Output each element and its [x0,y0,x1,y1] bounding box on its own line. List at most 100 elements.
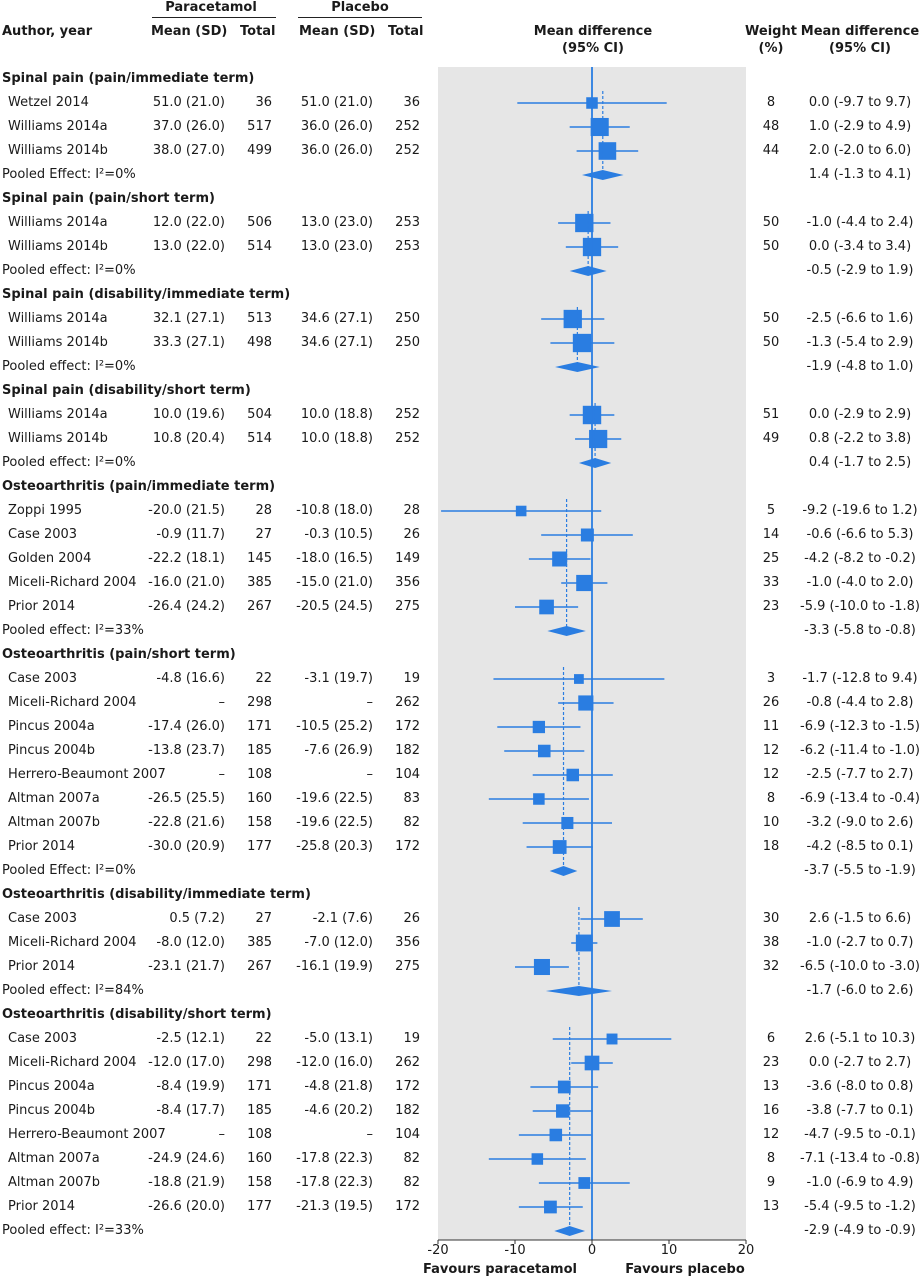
placebo-mean-sd: 36.0 (26.0) [300,119,373,134]
study-author: Golden 2004 [8,551,92,566]
study-weight: 50 [762,239,780,254]
study-ci-text: -3.8 (-7.7 to 0.1) [806,1103,914,1118]
study-weight: 33 [762,575,780,590]
study-weight: 16 [762,1103,780,1118]
mean-difference-ci-header: (95% CI) [562,41,624,56]
placebo-total: 252 [395,143,420,158]
placebo-mean-sd: -25.8 (20.3) [296,839,373,854]
placebo-mean-sd: -21.3 (19.5) [296,1199,373,1214]
placebo-total: 104 [395,1127,420,1142]
section-title: Spinal pain (disability/short term) [2,383,251,398]
paracetamol-mean-sd: 32.1 (27.1) [152,311,225,326]
paracetamol-mean-sd: 37.0 (26.0) [152,119,225,134]
paracetamol-mean-sd: – [218,695,226,710]
study-weight: 13 [762,1079,780,1094]
pooled-ci-text: -2.9 (-4.9 to -0.9) [804,1223,916,1238]
study-author: Williams 2014a [8,215,108,230]
placebo-total: 275 [395,959,420,974]
placebo-total: 262 [395,1055,420,1070]
paracetamol-total: 517 [247,119,272,134]
mean-difference-text-ci-header: (95% CI) [829,41,891,56]
paracetamol-total: 177 [247,1199,272,1214]
placebo-mean-sd: -20.5 (24.5) [296,599,373,614]
study-weight: 49 [762,431,780,446]
point-estimate [557,1080,571,1094]
paracetamol-mean-sd: -26.6 (20.0) [148,1199,225,1214]
study-author: Wetzel 2014 [8,95,89,110]
placebo-mean-sd: -15.0 (21.0) [296,575,373,590]
study-weight: 25 [762,551,780,566]
study-ci-text: -0.6 (-6.6 to 5.3) [806,527,914,542]
paracetamol-mean-sd: -2.5 (12.1) [156,1031,225,1046]
study-author: Miceli-Richard 2004 [8,575,137,590]
point-estimate [544,1200,557,1214]
paracetamol-mean-sd: -16.0 (21.0) [148,575,225,590]
pooled-effect-label: Pooled effect: I²=33% [2,623,144,638]
point-estimate [578,1177,591,1189]
paracetamol-total: 185 [247,1103,272,1118]
paracetamol-mean-sd: 33.3 (27.1) [152,335,225,350]
study-author: Pincus 2004b [8,743,96,758]
paracetamol-total: 506 [247,215,272,230]
study-ci-text: 0.0 (-3.4 to 3.4) [808,239,912,254]
study-author: Altman 2007a [8,1151,100,1166]
study-weight: 13 [762,1199,780,1214]
weight-header: Weight [745,24,797,39]
paracetamol-mean-sd: 0.5 (7.2) [169,911,225,926]
placebo-total: 83 [403,791,420,806]
placebo-mean-sd: -3.1 (19.7) [304,671,373,686]
paracetamol-total: 160 [247,791,272,806]
study-weight: 12 [762,767,780,782]
placebo-total: 250 [395,311,420,326]
paracetamol-mean-sd: -0.9 (11.7) [156,527,225,542]
study-author: Prior 2014 [8,839,76,854]
study-author: Herrero-Beaumont 2007 [8,1127,166,1142]
point-estimate [552,840,567,854]
pooled-effect-label: Pooled effect: I²=84% [2,983,144,998]
paracetamol-total: 504 [247,407,272,422]
paracetamol-mean-sd: -26.4 (24.2) [148,599,225,614]
study-ci-text: -0.8 (-4.4 to 2.8) [806,695,914,710]
placebo-mean-sd: -2.1 (7.6) [312,911,373,926]
study-author: Prior 2014 [8,959,76,974]
paracetamol-total: 177 [247,839,272,854]
study-weight: 50 [762,335,780,350]
paracetamol-mean-sd: 12.0 (22.0) [152,215,225,230]
study-ci-text: -3.6 (-8.0 to 0.8) [806,1079,914,1094]
paracetamol-total: 22 [255,1031,272,1046]
study-weight: 5 [766,503,776,518]
paracetamol-mean-sd: -17.4 (26.0) [148,719,225,734]
pooled-diamond [554,1226,586,1236]
study-ci-text: -1.0 (-4.0 to 2.0) [806,575,914,590]
study-author: Williams 2014a [8,407,108,422]
placebo-total: 250 [395,335,420,350]
study-weight: 48 [762,119,780,134]
point-estimate [556,1104,570,1118]
point-estimate [563,309,582,329]
paracetamol-total: 498 [247,335,272,350]
study-ci-text: -1.0 (-4.4 to 2.4) [806,215,914,230]
study-weight: 50 [762,215,780,230]
paracetamol-total: 27 [255,527,272,542]
paracetamol-mean-sd: 10.0 (19.6) [152,407,225,422]
paracetamol-total: 22 [255,671,272,686]
study-weight: 6 [766,1031,776,1046]
section-title: Spinal pain (disability/immediate term) [2,287,291,302]
study-weight: 51 [762,407,780,422]
pooled-effect-label: Pooled effect: I²=0% [2,263,136,278]
point-estimate [515,505,527,517]
pooled-ci-text: -3.3 (-5.8 to -0.8) [804,623,916,638]
favours-placebo-label: Favours placebo [625,1262,745,1277]
paracetamol-mean-sd: -4.8 (16.6) [156,671,225,686]
point-estimate [576,574,593,592]
placebo-total: 172 [395,1199,420,1214]
paracetamol-total-header: Total [240,24,276,39]
placebo-mean-sd: 36.0 (26.0) [300,143,373,158]
paracetamol-group-header: Paracetamol [165,0,257,15]
study-ci-text: -1.3 (-5.4 to 2.9) [806,335,914,350]
point-estimate [589,429,608,449]
study-author: Case 2003 [8,671,78,686]
study-ci-text: 1.0 (-2.9 to 4.9) [808,119,912,134]
placebo-mean-sd: -17.8 (22.3) [296,1151,373,1166]
